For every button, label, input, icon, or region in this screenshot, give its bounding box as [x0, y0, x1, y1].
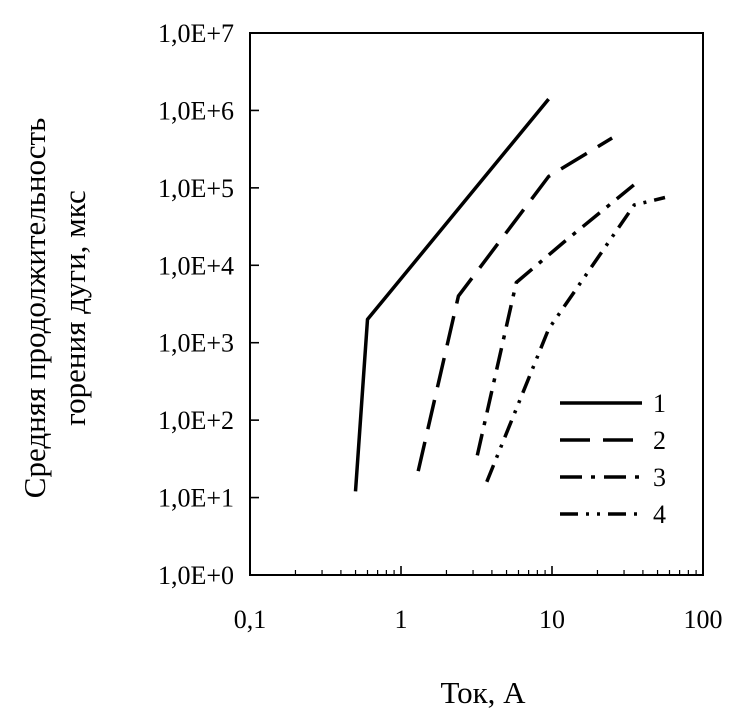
- series-3-line: [475, 180, 639, 456]
- y-axis-title-line-1: Средняя продолжительность: [17, 118, 52, 498]
- x-axis-title: Ток, А: [440, 675, 526, 710]
- y-tick-label: 1,0E+6: [158, 96, 234, 125]
- series-2-line: [416, 136, 614, 472]
- y-tick-label: 1,0E+2: [158, 406, 234, 435]
- y-axis-title: Средняя продолжительность горения дуги, …: [17, 118, 92, 498]
- y-tick-label: 1,0E+7: [158, 19, 234, 48]
- legend-label-1: 1: [653, 389, 666, 418]
- x-tick-label: 10: [539, 605, 565, 634]
- y-tick-label: 1,0E+3: [158, 329, 234, 358]
- plot-frame: [249, 32, 704, 576]
- series-1-line: [353, 97, 550, 492]
- series-4-line: [485, 195, 666, 483]
- legend-label-2: 2: [653, 426, 666, 455]
- legend-label-4: 4: [653, 500, 666, 529]
- x-tick-label: 1: [395, 605, 408, 634]
- y-tick-label: 1,0E+4: [158, 251, 234, 280]
- x-tick-label: 0,1: [234, 605, 267, 634]
- legend-label-3: 3: [653, 463, 666, 492]
- y-tick-label: 1,0E+1: [158, 484, 234, 513]
- x-tick-label: 100: [684, 605, 723, 634]
- y-tick-label: 1,0E+0: [158, 561, 234, 590]
- y-tick-label: 1,0E+5: [158, 174, 234, 203]
- y-axis-title-line-2: горения дуги, мкс: [57, 190, 92, 426]
